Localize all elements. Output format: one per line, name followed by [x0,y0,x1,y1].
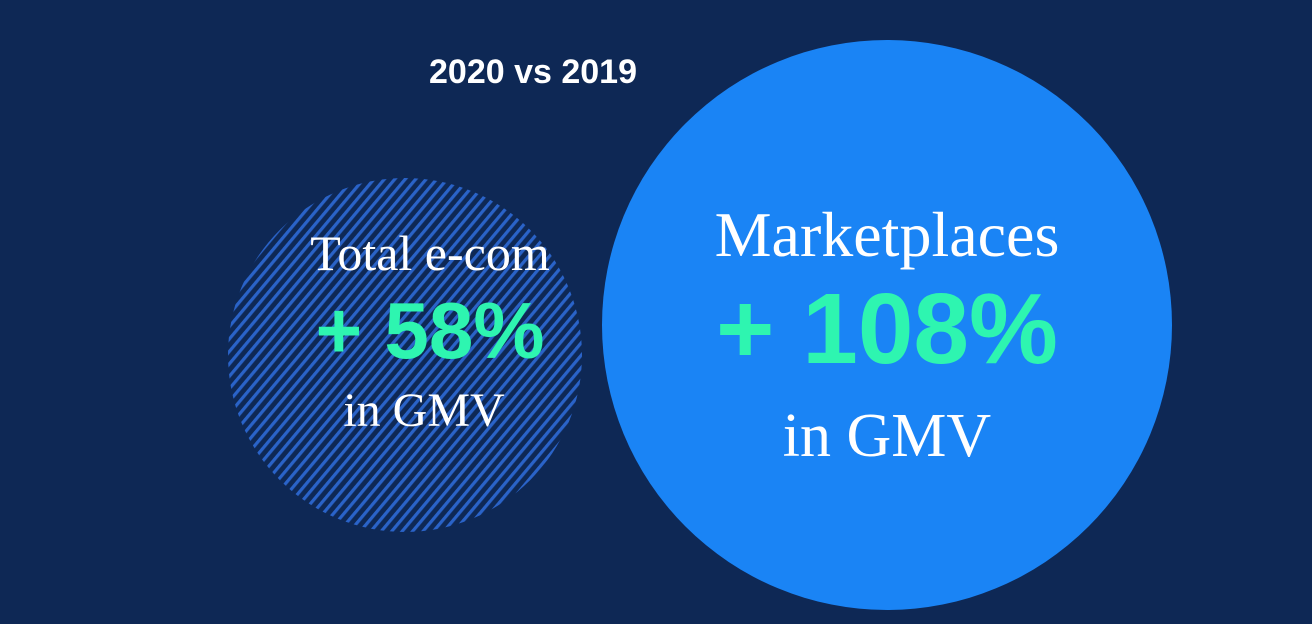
total-ecom-value: + 58% [315,286,544,375]
total-ecom-circle [228,178,582,532]
marketplaces-circle [602,40,1172,610]
total-ecom-suffix: in GMV [343,384,505,437]
marketplaces-value: + 108% [716,273,1058,385]
comparison-title: 2020 vs 2019 [429,53,637,91]
marketplaces-suffix: in GMV [783,402,992,470]
marketplaces-label: Marketplaces [715,199,1060,270]
total-ecom-label: Total e-com [310,225,550,281]
